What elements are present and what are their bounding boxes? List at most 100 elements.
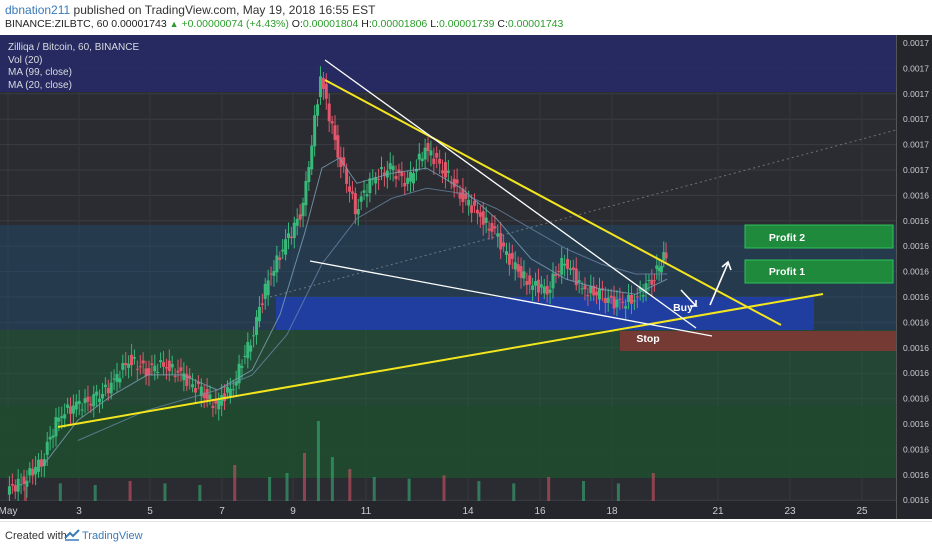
x-tick-label: 25	[856, 506, 868, 517]
candle-body	[388, 163, 392, 170]
candle-body	[252, 335, 256, 337]
candle-body	[19, 484, 23, 486]
chart-area[interactable]: May 3 5 7 9 11 14 16 18 21 23 25 Zilliqa / Bitcoin,…	[0, 35, 932, 531]
candle-body	[92, 394, 96, 407]
candle-body	[362, 190, 366, 193]
candle-body	[205, 389, 209, 400]
candle-body	[286, 233, 290, 239]
y-tick-label: 0.0016	[903, 495, 929, 505]
candle-body	[624, 306, 628, 309]
candle-body	[345, 168, 349, 184]
candle-body	[441, 170, 445, 174]
target-arrow-up	[709, 260, 732, 306]
volume-bar	[582, 481, 586, 501]
candle-body	[28, 468, 32, 476]
candle-body	[481, 211, 485, 225]
wedge-upper-line	[324, 59, 697, 329]
y-tick-label: 0.0017	[903, 38, 929, 48]
volume-bar	[302, 453, 306, 501]
profit2-zone	[744, 224, 894, 249]
candle-body	[510, 252, 514, 259]
volume-bar	[233, 465, 237, 501]
candle-body	[34, 467, 38, 475]
candle-body	[516, 264, 520, 272]
candle-body	[246, 342, 250, 359]
candle-body	[196, 381, 200, 385]
volume-bar	[316, 421, 320, 501]
candle-body	[106, 388, 110, 394]
price-change: +0.00000074 (+4.43%)	[181, 18, 289, 30]
candle-body	[542, 286, 546, 294]
candle-body	[124, 363, 128, 365]
created-with-text: Created with	[5, 530, 67, 542]
low-label: L:	[430, 18, 439, 30]
candle-body	[467, 199, 471, 206]
candle-body	[478, 212, 482, 217]
volume-bar	[23, 486, 27, 501]
candle-body	[45, 441, 49, 455]
volume-bar	[348, 469, 352, 501]
candle-body	[266, 280, 270, 296]
x-tick-label: 5	[147, 506, 153, 517]
y-tick-label: 0.0016	[903, 292, 929, 302]
candle-body	[635, 296, 639, 298]
candle-body	[115, 373, 119, 382]
candle-body	[298, 214, 302, 220]
candle-body	[164, 367, 168, 369]
candle-body	[592, 285, 596, 296]
candle-body	[598, 288, 602, 300]
symbol-line: BINANCE:ZILBTC, 60 0.00001743 ▲ +0.00000…	[5, 18, 563, 30]
candle-body	[609, 295, 613, 298]
candle-body	[536, 279, 540, 293]
candle-body	[77, 400, 81, 405]
candle-body	[63, 414, 67, 419]
candle-body	[144, 368, 148, 376]
price-axis[interactable]: 0.0017 0.0017 0.0017 0.0017 0.0017 0.0017 0.00…	[896, 35, 932, 531]
candle-body	[359, 196, 363, 202]
candle-body	[473, 200, 477, 206]
buy-zone	[276, 297, 814, 330]
x-tick-label: 16	[534, 506, 546, 517]
candle-body	[458, 192, 462, 199]
candle-body	[551, 273, 555, 289]
candle-body	[327, 103, 331, 122]
y-tick-label: 0.0016	[903, 267, 929, 277]
buy-arrow-down	[680, 289, 698, 307]
candle-body	[31, 468, 35, 476]
candle-body	[260, 303, 264, 305]
candle-body	[199, 386, 203, 397]
candle-body	[191, 384, 195, 388]
open-label: O:	[291, 18, 303, 30]
candle-body	[217, 400, 221, 410]
candle-body	[504, 251, 508, 255]
author-link[interactable]: dbnation211	[5, 3, 71, 17]
candle-body	[138, 366, 142, 368]
candle-body	[167, 360, 171, 372]
candle-body	[350, 191, 354, 194]
stop-label: Stop	[636, 333, 660, 345]
candle-body	[397, 169, 401, 173]
candle-body	[103, 384, 107, 388]
y-tick-label: 0.0016	[903, 190, 929, 200]
candle-body	[417, 153, 421, 160]
candle-body	[127, 363, 131, 368]
candle-body	[566, 258, 570, 269]
candle-body	[618, 298, 622, 300]
candle-body	[179, 367, 183, 371]
volume-bar	[651, 473, 655, 501]
legend-ma20: MA (20, close)	[8, 79, 72, 91]
candle-body	[568, 268, 572, 270]
candle-body	[243, 355, 247, 357]
price-chart[interactable]: May 3 5 7 9 11 14 16 18 21 23 25	[0, 35, 896, 519]
tradingview-brand-link[interactable]: TradingView	[82, 530, 143, 542]
candle-body	[455, 179, 459, 184]
candle-body	[336, 135, 340, 158]
candle-body	[321, 77, 325, 89]
candle-body	[98, 398, 102, 403]
tradingview-logo-icon	[64, 529, 80, 541]
volume-bar	[268, 477, 272, 501]
x-tick-label: 3	[76, 506, 82, 517]
candle-body	[249, 345, 253, 352]
candle-body	[89, 403, 93, 406]
candle-body	[316, 104, 320, 116]
